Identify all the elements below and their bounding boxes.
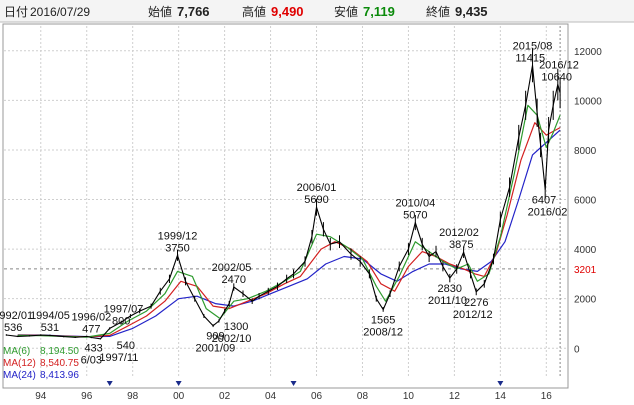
event-marker [106,381,113,386]
ma-legend: MA(6) 8,194.50 MA(12) 8,540.75 MA(24) 8,413.9… [3,346,79,381]
annotation-label: 536 [4,322,22,334]
annotation-label: 6/03 [81,355,102,367]
open-label: 始値 [148,4,172,19]
event-marker [175,381,182,386]
annotation-label: 2006/01 [297,182,337,194]
x-tick-label: 08 [357,391,369,402]
annotation-label: 2016/02 [528,206,568,218]
annotation-label: 1300 [224,321,248,333]
x-tick-label: 94 [35,391,47,402]
annotation-label: 11415 [515,52,545,64]
x-tick-label: 04 [265,391,277,402]
reference-line-group: 3201 [4,26,597,378]
open-value: 7,766 [177,4,210,19]
annotation-label: 1994/05 [30,310,70,322]
x-tick-label: 10 [403,391,415,402]
header-bar [0,0,634,22]
legend-value-ma12: 8,540.75 [40,358,79,369]
marker-group [106,381,504,386]
annotation-label: 433 [84,343,102,355]
y-tick-label: 6000 [574,196,597,207]
annotation-label: 531 [41,322,59,334]
annotation-label: 3875 [449,239,473,251]
event-marker [497,381,504,386]
annotation-label: 2012/12 [453,309,493,321]
annotation-label: 6407 [532,194,556,206]
close-label: 終値 [426,4,450,19]
low-label: 安値 [334,4,358,19]
annotation-label: 10640 [541,72,572,84]
y-axis: 0 2000 4000 6000 8000 10000 12000 [574,47,602,355]
high-value: 9,490 [271,4,304,19]
x-tick-label: 02 [219,391,231,402]
event-marker [290,381,297,386]
annotation-label: 2016/12 [539,60,579,72]
legend-value-ma24: 8,413.96 [40,370,79,381]
annotation-label: 1997/11 [99,352,138,364]
legend-name-ma24: MA(24) [3,370,36,381]
annotation-label: 1996/02 [71,311,111,323]
annotation-label: 2008/12 [363,326,403,338]
annotation-label: 2276 [464,297,488,309]
annotation-label: 2011/10 [428,295,467,307]
annotation-label: 1999/12 [158,230,198,242]
annotation-label: 2830 [438,283,462,295]
y-tick-label: 10000 [574,96,602,107]
x-tick-label: 06 [311,391,323,402]
y-tick-label: 4000 [574,245,597,256]
annotation-label: 2002/05 [212,262,252,274]
annotation-label: 2470 [222,274,246,286]
plot-frame [2,23,569,389]
low-value: 7,119 [363,4,395,19]
close-value: 9,435 [455,4,488,19]
annotation-label: 2015/08 [513,40,553,52]
date-label: 日付 [4,5,28,19]
x-tick-label: 16 [541,391,553,402]
x-tick-label: 14 [495,391,507,402]
series-line-ma12 [17,122,561,338]
y-tick-label: 2000 [574,295,597,306]
annotation-label: 1997/07 [104,303,144,315]
y-tick-label: 0 [574,344,580,355]
annotation-label: 540 [117,340,135,352]
annotation-label: 2001/09 [196,343,236,355]
annotation-label: 3750 [165,242,189,254]
legend-value-ma6: 8,194.50 [40,346,79,357]
high-label: 高値 [242,4,266,19]
reference-line-label: 3201 [574,265,597,276]
x-tick-label: 00 [173,391,185,402]
annotation-label: 2012/02 [439,227,479,239]
x-tick-label: 12 [449,391,461,402]
x-axis: 94 96 98 00 02 04 06 08 10 12 14 16 [35,391,552,402]
legend-name-ma6: MA(6) [3,346,30,357]
annotation-label: 5070 [403,210,427,222]
annotation-group: 1992/015361994/055311996/024774336/03199… [0,40,579,366]
annotation-label: 800 [112,315,130,327]
x-tick-label: 98 [127,391,139,402]
y-tick-label: 8000 [574,146,597,157]
annotation-label: 1565 [371,314,395,326]
annotation-label: 2002/10 [212,333,252,345]
legend-name-ma12: MA(12) [3,358,36,369]
annotation-label: 909 [206,331,224,343]
series-group [5,48,561,340]
y-tick-label: 12000 [574,47,602,58]
annotation-label: 5690 [304,194,328,206]
annotation-label: 2010/04 [395,198,435,210]
x-tick-label: 96 [81,391,93,402]
series-line-ma24 [17,129,561,338]
date-value: 2016/07/29 [30,5,90,19]
annotation-label: 477 [82,323,100,335]
